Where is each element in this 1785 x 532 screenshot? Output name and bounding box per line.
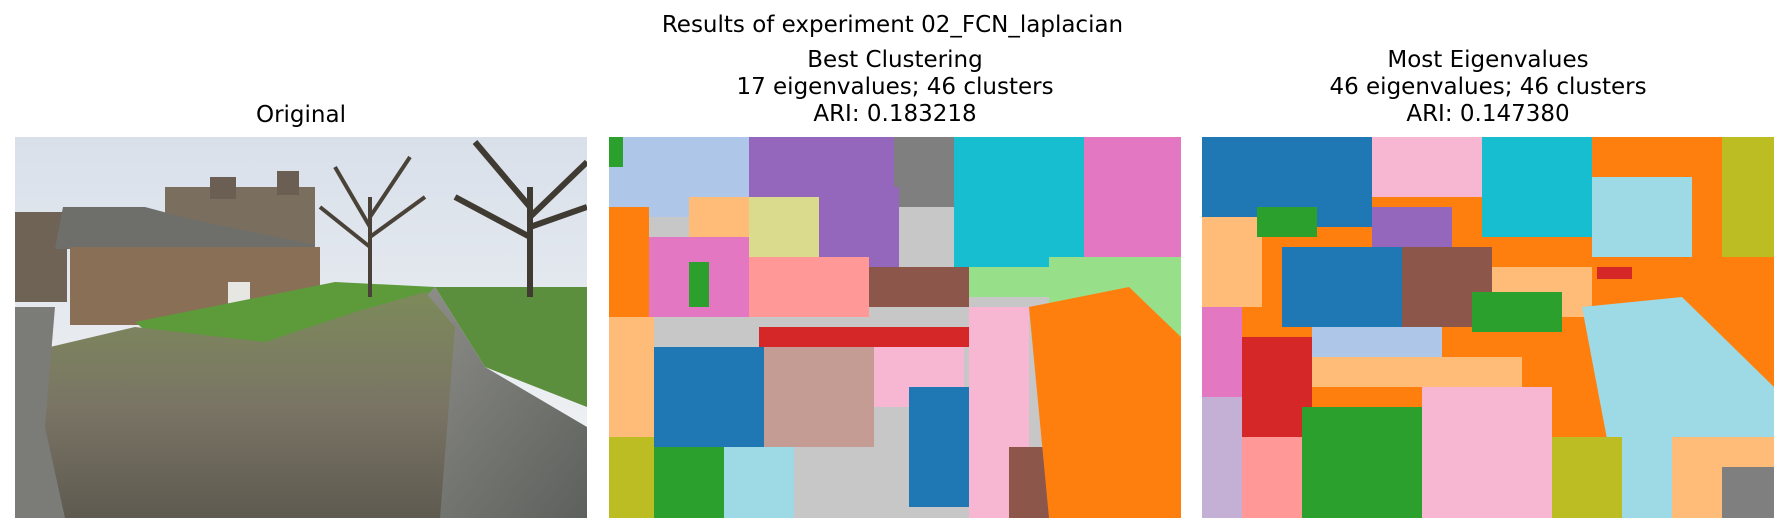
- segment: [1372, 137, 1482, 197]
- segment: [1312, 357, 1522, 387]
- most-eigenvalues-segmentation: [1202, 137, 1774, 518]
- segment: [909, 387, 969, 507]
- original-title: Original: [15, 102, 587, 129]
- segment: [1722, 137, 1774, 257]
- segment: [894, 137, 954, 207]
- segment: [1592, 137, 1722, 177]
- segment: [1282, 247, 1402, 327]
- house-roof: [55, 207, 315, 259]
- most-eigenvalues-ari-line: ARI: 0.147380: [1406, 101, 1570, 127]
- segment: [689, 197, 749, 237]
- tree-right: [453, 140, 587, 297]
- segment: [1202, 397, 1242, 518]
- segment: [869, 267, 969, 307]
- segment: [1722, 467, 1774, 518]
- best-clustering-segmentation: [609, 137, 1181, 518]
- segment: [954, 137, 1084, 277]
- segment: [609, 317, 654, 437]
- stone-wall: [43, 292, 455, 518]
- segment: [764, 347, 874, 447]
- best-clustering-image: [609, 137, 1181, 518]
- best-clustering-ari-line: ARI: 0.183218: [813, 101, 977, 127]
- tree-middle: [318, 155, 427, 297]
- segment: [1552, 437, 1622, 518]
- segment: [1422, 387, 1552, 518]
- segment: [1242, 337, 1312, 437]
- most-eigenvalues-title: Most Eigenvalues 46 eigenvalues; 46 clus…: [1202, 47, 1774, 128]
- segment: [654, 347, 764, 447]
- most-eigenvalues-eigen-line: 46 eigenvalues; 46 clusters: [1329, 74, 1647, 100]
- best-clustering-eigen-line: 17 eigenvalues; 46 clusters: [736, 74, 1054, 100]
- segment: [1372, 207, 1452, 252]
- grass-right: [435, 287, 587, 407]
- segment: [1009, 447, 1049, 518]
- segment: [1242, 437, 1302, 518]
- segment: [1597, 267, 1632, 279]
- segment: [1312, 327, 1442, 357]
- best-clustering-title-line: Best Clustering: [807, 47, 983, 73]
- most-eigenvalues-image: [1202, 137, 1774, 518]
- segment: [724, 447, 794, 518]
- original-image: [15, 137, 587, 518]
- figure-suptitle: Results of experiment 02_FCN_laplacian: [661, 12, 1124, 38]
- segment: [1084, 137, 1181, 257]
- segment: [654, 447, 724, 518]
- most-eigenvalues-title-line: Most Eigenvalues: [1387, 47, 1589, 73]
- best-clustering-title: Best Clustering 17 eigenvalues; 46 clust…: [609, 47, 1181, 128]
- segment: [1592, 177, 1692, 257]
- cobblestones: [15, 307, 65, 518]
- segment: [1257, 207, 1317, 237]
- segment: [1302, 407, 1422, 518]
- segment: [1472, 292, 1562, 332]
- segment: [749, 197, 819, 257]
- segment: [794, 447, 909, 518]
- left-building: [15, 212, 67, 302]
- segment: [759, 327, 969, 347]
- segment: [1029, 287, 1181, 518]
- segment: [749, 257, 869, 317]
- original-title-line: Original: [255, 102, 346, 128]
- segment: [969, 267, 1049, 297]
- footpath: [415, 287, 587, 518]
- segment: [1202, 307, 1242, 397]
- chimney-left: [210, 177, 236, 199]
- segment: [1482, 137, 1592, 237]
- segment: [1202, 217, 1262, 307]
- segment: [689, 262, 709, 307]
- segment: [609, 137, 623, 167]
- segment: [609, 437, 654, 518]
- original-photo: [15, 137, 587, 518]
- segment: [819, 187, 899, 267]
- chimney-right: [277, 171, 299, 195]
